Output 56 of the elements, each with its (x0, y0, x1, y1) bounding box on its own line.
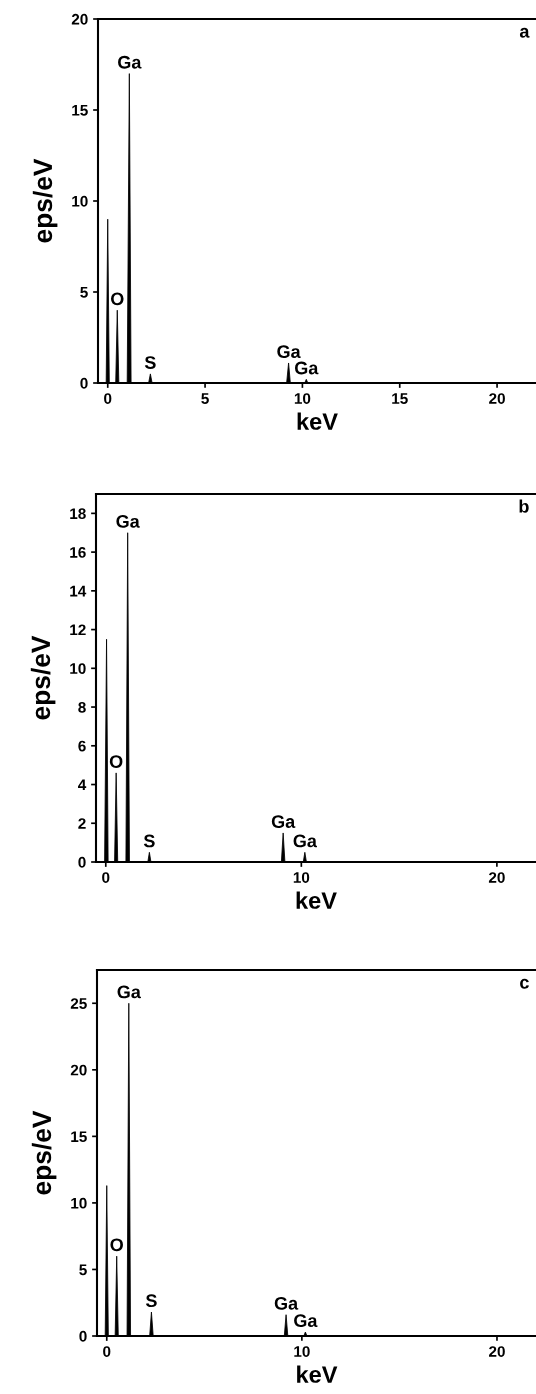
y-axis-title: eps/eV (30, 635, 56, 720)
annotation: a (519, 27, 530, 38)
x-tick-label: 0 (103, 1346, 111, 1357)
y-tick-label: 6 (78, 740, 86, 752)
annotation: S (145, 1294, 157, 1308)
annotation: b (519, 499, 529, 513)
annotation: c (520, 978, 529, 989)
y-tick-label: 8 (78, 701, 86, 713)
annotation: O (110, 1238, 123, 1252)
annotation: Ga (294, 1314, 318, 1328)
x-tick-label: 0 (102, 872, 110, 883)
y-tick-label: 0 (78, 856, 86, 868)
y-tick-label: 15 (72, 105, 88, 116)
annotation: Ga (294, 361, 319, 375)
y-axis-title: eps/eV (32, 158, 58, 243)
y-tick-label: 2 (78, 818, 86, 829)
x-tick-label: 20 (488, 872, 505, 883)
y-tick-label: 15 (71, 1131, 87, 1143)
y-tick-label: 0 (79, 1330, 87, 1342)
y-tick-label: 4 (78, 779, 87, 791)
annotation: Ga (271, 815, 296, 828)
annotation: S (144, 356, 156, 369)
x-axis-title: keV (296, 891, 337, 909)
annotation: Ga (118, 55, 142, 69)
y-axis-title: eps/eV (31, 1110, 57, 1195)
x-axis-title: keV (297, 1365, 338, 1383)
x-tick-label: 20 (489, 1346, 505, 1357)
y-tick-label: 25 (70, 998, 87, 1009)
x-axis-title: keV (297, 412, 338, 430)
y-tick-label: 10 (70, 663, 86, 674)
x-tick-label: 10 (293, 872, 310, 883)
y-tick-label: 5 (80, 287, 88, 298)
annotation: Ga (277, 345, 301, 359)
x-tick-label: 10 (294, 393, 311, 404)
annotation: S (143, 834, 155, 848)
annotation: Ga (274, 1296, 299, 1310)
y-tick-label: 16 (70, 546, 86, 558)
y-tick-label: 10 (72, 195, 88, 207)
x-tick-label: 5 (201, 393, 209, 404)
y-tick-label: 20 (71, 13, 88, 25)
x-tick-label: 20 (489, 393, 505, 404)
annotation: O (109, 755, 123, 768)
annotation: O (110, 292, 124, 306)
y-tick-label: 18 (70, 508, 86, 520)
x-tick-label: 0 (104, 393, 112, 404)
y-tick-label: 10 (71, 1197, 87, 1209)
y-tick-label: 14 (70, 585, 87, 597)
annotation: Ga (293, 834, 318, 848)
x-tick-label: 15 (392, 393, 408, 404)
x-tick-label: 10 (294, 1346, 310, 1357)
y-tick-label: 12 (70, 624, 86, 636)
annotation: Ga (116, 514, 140, 528)
y-tick-label: 5 (79, 1264, 87, 1276)
y-tick-label: 0 (80, 377, 88, 389)
y-tick-label: 20 (70, 1064, 87, 1076)
annotation: Ga (117, 985, 141, 999)
